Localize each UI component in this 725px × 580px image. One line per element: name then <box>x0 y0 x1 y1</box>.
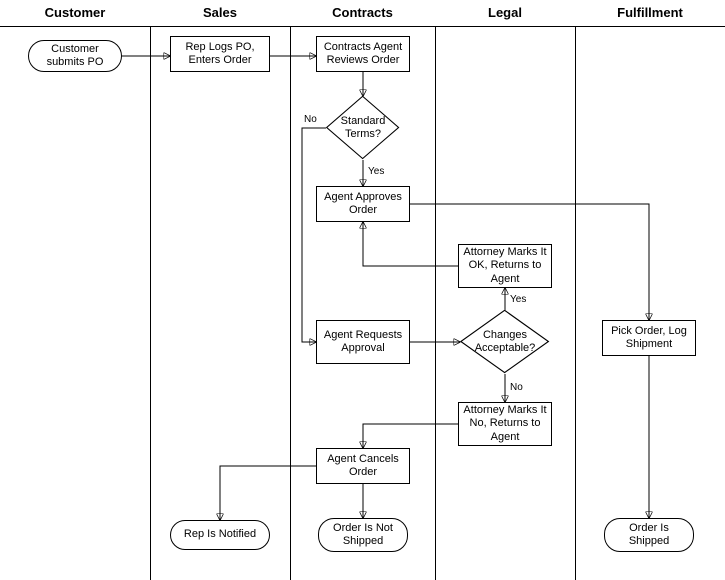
node-label: Standard Terms? <box>326 96 400 160</box>
node-cust_submit: Customer submits PO <box>28 40 122 72</box>
lane-divider-fulfillment <box>575 26 576 580</box>
edge-att_no-to-agent_cancel <box>363 424 458 448</box>
lane-divider-contracts <box>290 26 291 580</box>
edge-label-changes-att_no: No <box>510 382 523 393</box>
lane-header-sales: Sales <box>150 0 290 26</box>
edge-label-std_terms-agent_approves: Yes <box>368 166 384 177</box>
node-rep_logs: Rep Logs PO, Enters Order <box>170 36 270 72</box>
edge-label-changes-att_ok: Yes <box>510 294 526 305</box>
lane-divider-sales <box>150 26 151 580</box>
node-std_terms: Standard Terms? <box>326 96 400 160</box>
edge-std_terms-to-agent_req <box>302 128 326 342</box>
node-agent_approves: Agent Approves Order <box>316 186 410 222</box>
node-changes: Changes Acceptable? <box>460 310 550 374</box>
lane-header-legal: Legal <box>435 0 575 26</box>
lane-header-contracts: Contracts <box>290 0 435 26</box>
node-agent_req: Agent Requests Approval <box>316 320 410 364</box>
node-agent_reviews: Contracts Agent Reviews Order <box>316 36 410 72</box>
edges-layer <box>0 0 725 580</box>
node-att_ok: Attorney Marks It OK, Returns to Agent <box>458 244 552 288</box>
node-not_shipped: Order Is Not Shipped <box>318 518 408 552</box>
edge-agent_cancel-to-rep_notified <box>220 466 316 520</box>
lane-header-customer: Customer <box>0 0 150 26</box>
lane-header-fulfillment: Fulfillment <box>575 0 725 26</box>
node-agent_cancel: Agent Cancels Order <box>316 448 410 484</box>
node-att_no: Attorney Marks It No, Returns to Agent <box>458 402 552 446</box>
lane-top-rule <box>0 26 725 27</box>
edge-label-std_terms-agent_req: No <box>304 114 317 125</box>
node-rep_notified: Rep Is Notified <box>170 520 270 550</box>
swimlane-flowchart: CustomerSalesContractsLegalFulfillment Cu… <box>0 0 725 580</box>
lane-divider-legal <box>435 26 436 580</box>
node-shipped: Order Is Shipped <box>604 518 694 552</box>
edge-att_ok-to-agent_approves <box>363 222 458 266</box>
node-label: Changes Acceptable? <box>460 310 550 374</box>
node-pick_order: Pick Order, Log Shipment <box>602 320 696 356</box>
